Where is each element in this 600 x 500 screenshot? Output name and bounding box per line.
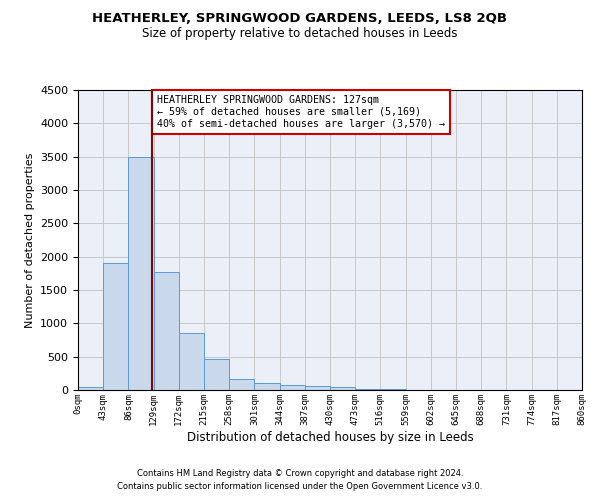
Bar [204,360,229,390]
Text: Size of property relative to detached houses in Leeds: Size of property relative to detached ho… [142,28,458,40]
Text: Contains HM Land Registry data © Crown copyright and database right 2024.: Contains HM Land Registry data © Crown c… [137,468,463,477]
Bar [305,386,330,390]
Bar [355,388,380,390]
Bar [103,264,128,390]
Bar [154,272,179,390]
Bar [78,386,103,390]
Bar [330,388,355,390]
Text: HEATHERLEY SPRINGWOOD GARDENS: 127sqm
← 59% of detached houses are smaller (5,16: HEATHERLEY SPRINGWOOD GARDENS: 127sqm ← … [157,96,445,128]
Bar [179,334,204,390]
Y-axis label: Number of detached properties: Number of detached properties [25,152,35,328]
Text: HEATHERLEY, SPRINGWOOD GARDENS, LEEDS, LS8 2QB: HEATHERLEY, SPRINGWOOD GARDENS, LEEDS, L… [92,12,508,26]
Text: Contains public sector information licensed under the Open Government Licence v3: Contains public sector information licen… [118,482,482,491]
X-axis label: Distribution of detached houses by size in Leeds: Distribution of detached houses by size … [187,430,473,444]
Bar [254,384,280,390]
Bar [128,156,154,390]
Bar [229,380,254,390]
Bar [280,386,305,390]
